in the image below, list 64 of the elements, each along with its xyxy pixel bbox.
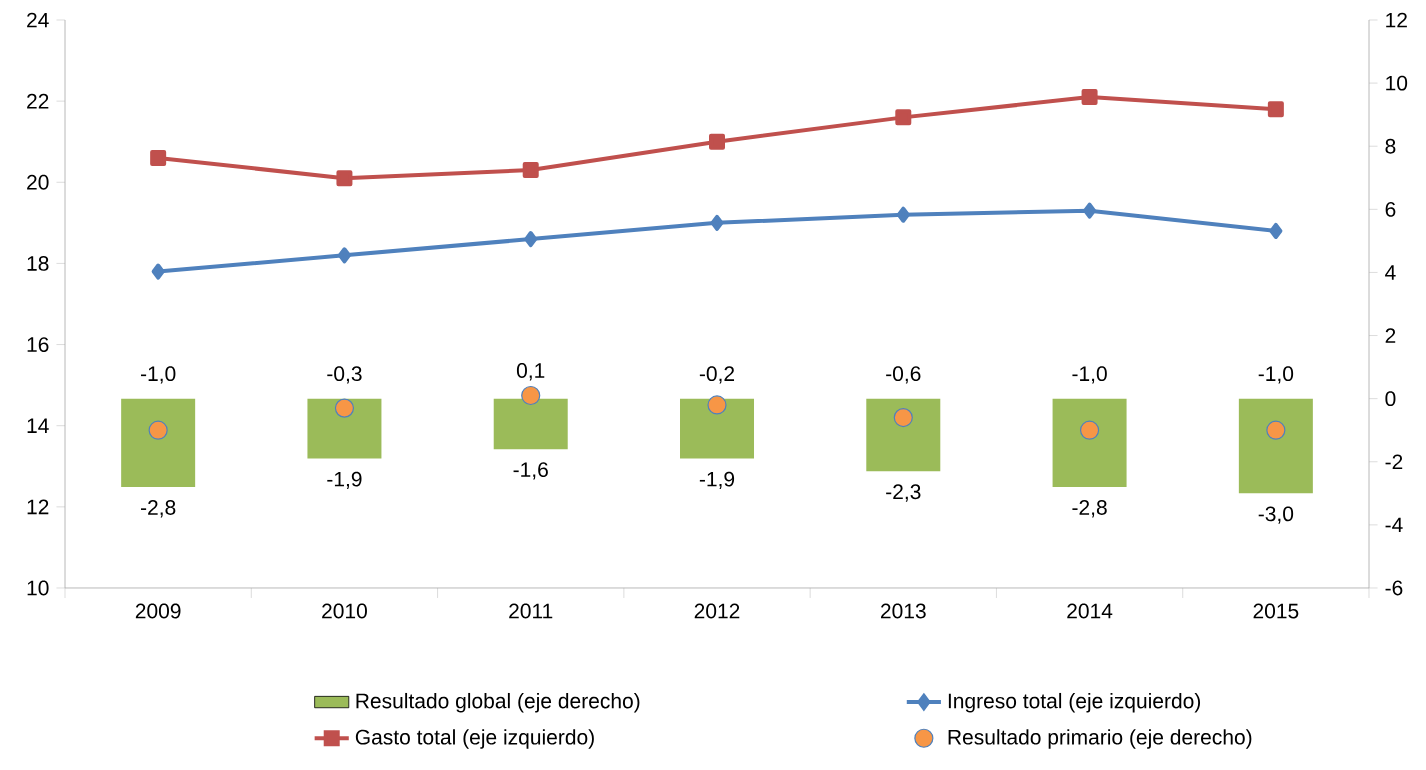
point — [1079, 420, 1100, 440]
legend-label: Resultado global (eje derecho) — [356, 692, 640, 713]
data-label: -2,8 — [1072, 500, 1107, 518]
point — [710, 214, 724, 231]
point — [1081, 89, 1098, 106]
point — [336, 170, 353, 187]
data-label: -2,8 — [141, 500, 176, 518]
point — [521, 385, 541, 406]
point — [334, 398, 355, 418]
data-label: -3,0 — [1258, 506, 1294, 524]
x-tick-label: 2010 — [322, 603, 367, 619]
data-label: -1,9 — [699, 471, 735, 490]
point — [150, 149, 167, 166]
point — [337, 247, 351, 264]
data-label: -1,0 — [141, 366, 176, 384]
x-tick-label: 2011 — [509, 603, 553, 619]
y-tick-label: 18 — [27, 256, 49, 271]
y2-tick-label: 8 — [1385, 138, 1396, 154]
y2-tick-label: 6 — [1385, 201, 1396, 217]
point — [896, 206, 910, 223]
data-label: -2,3 — [886, 484, 921, 502]
x-tick-label: 2009 — [135, 603, 181, 619]
y2-tick-label: 10 — [1386, 75, 1408, 91]
point — [148, 420, 168, 440]
data-label: -1,9 — [327, 471, 362, 490]
point — [522, 162, 539, 179]
legend-label: Resultado primario (eje derecho) — [948, 729, 1252, 749]
y-tick-label: 22 — [27, 93, 49, 109]
point — [893, 407, 913, 428]
point — [707, 395, 727, 415]
data-label: -0,6 — [886, 366, 921, 384]
legend-label: Gasto total (eje izquierdo) — [355, 729, 594, 749]
x-tick-label: 2013 — [881, 603, 926, 619]
data-label: -1,0 — [1258, 366, 1294, 384]
point — [1269, 222, 1283, 239]
point — [524, 231, 538, 248]
x-tick-label: 2012 — [694, 603, 740, 619]
y-tick-label: 14 — [27, 418, 49, 433]
point — [1083, 202, 1097, 219]
point — [709, 133, 725, 150]
data-label: -0,3 — [327, 366, 362, 384]
y2-tick-label: 2 — [1385, 328, 1396, 343]
point — [1266, 420, 1286, 440]
y-tick-label: 16 — [27, 337, 49, 353]
data-label: -0,2 — [699, 366, 735, 384]
x-tick-label: 2014 — [1067, 603, 1113, 619]
y2-tick-label: -2 — [1385, 454, 1403, 470]
data-label: 0,1 — [516, 363, 545, 381]
x-tick-label: 2015 — [1253, 603, 1299, 619]
y2-tick-label: 0 — [1385, 391, 1396, 407]
y2-tick-label: 12 — [1386, 12, 1407, 28]
y-tick-label: 12 — [27, 499, 49, 515]
y2-tick-label: -6 — [1385, 580, 1403, 596]
point — [895, 109, 912, 126]
legend-label: Ingreso total (eje izquierdo) — [948, 692, 1201, 713]
point — [1267, 101, 1284, 118]
y2-tick-label: 4 — [1385, 265, 1396, 280]
data-label: -1,6 — [513, 462, 548, 480]
data-label: -1,0 — [1072, 366, 1107, 384]
y2-tick-label: -4 — [1385, 517, 1403, 533]
y-tick-label: 24 — [27, 12, 49, 28]
point — [151, 263, 165, 280]
y-tick-label: 10 — [27, 580, 49, 596]
y-tick-label: 20 — [27, 174, 49, 190]
